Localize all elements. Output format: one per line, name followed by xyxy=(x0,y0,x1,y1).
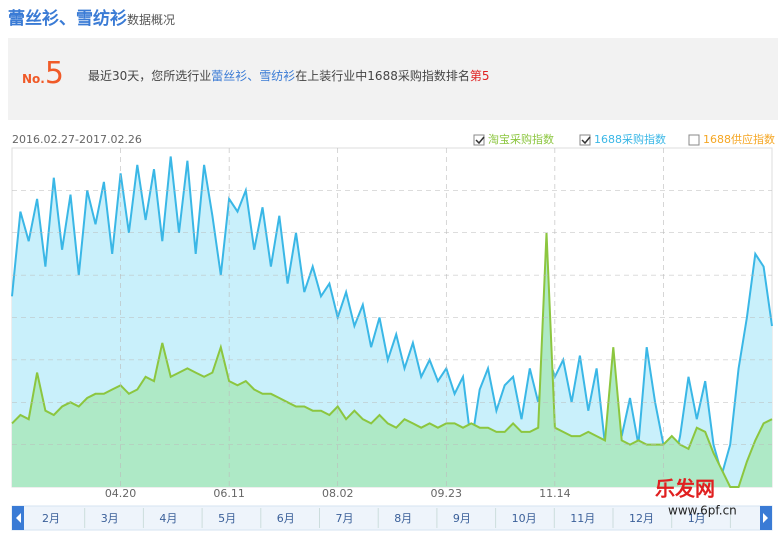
month-label[interactable]: 6月 xyxy=(277,512,295,525)
watermark-url: www.6pf.cn xyxy=(668,504,737,518)
month-label[interactable]: 11月 xyxy=(570,512,595,525)
month-label[interactable]: 8月 xyxy=(394,512,412,525)
month-label[interactable]: 10月 xyxy=(512,512,537,525)
watermark-brand: 乐发网 xyxy=(655,477,715,501)
legend-checkbox xyxy=(688,134,700,146)
line xyxy=(11,232,773,488)
text: 最近30天，您所选行业 xyxy=(88,69,212,83)
banner: No.5 最近30天，您所选行业蕾丝衫、雪纺衫在上装行业中1688采购指数排名第… xyxy=(8,38,778,120)
rank-number: 5 xyxy=(44,56,64,91)
text: 在上装行业中1688采购指数排名 xyxy=(295,69,470,83)
month-label[interactable]: 1月 xyxy=(688,512,706,525)
legend-checkbox xyxy=(473,134,485,146)
legend-label: 1688采购指数 xyxy=(594,132,666,146)
checkmark xyxy=(475,136,485,145)
month-label[interactable]: 7月 xyxy=(336,512,354,525)
nav-bar xyxy=(11,505,773,531)
month-label[interactable]: 12月 xyxy=(629,512,654,525)
legend-checkbox xyxy=(579,134,591,146)
x-tick-label: 08.02 xyxy=(322,487,354,500)
highlight: 蕾丝衫、雪纺衫 xyxy=(211,69,296,83)
month-label[interactable]: 3月 xyxy=(101,512,119,525)
area xyxy=(12,232,772,487)
month-label[interactable]: 2月 xyxy=(42,512,60,525)
banner-text: 最近30天，您所选行业蕾丝衫、雪纺衫在上装行业中1688采购指数排名第5 xyxy=(88,67,489,84)
month-label[interactable]: 4月 xyxy=(159,512,177,525)
legend-label: 1688供应指数 xyxy=(703,132,775,146)
x-tick-label: 09.23 xyxy=(431,487,463,500)
checkmark xyxy=(581,136,591,145)
title: 蕾丝衫、雪纺衫 xyxy=(8,9,127,29)
subtitle: 数据概况 xyxy=(127,13,176,27)
rank-prefix: No. xyxy=(22,72,45,86)
month-label[interactable]: 9月 xyxy=(453,512,471,525)
x-tick-label: 11.14 xyxy=(539,487,571,500)
rank-badge: No.5 xyxy=(22,56,64,91)
month-label[interactable]: 5月 xyxy=(218,512,236,525)
x-tick-label: 04.20 xyxy=(105,487,137,500)
arrow xyxy=(16,513,21,523)
date-range: 2016.02.27-2017.02.26 xyxy=(12,133,142,146)
legend-label: 淘宝采购指数 xyxy=(488,132,554,146)
header: 蕾丝衫、雪纺衫数据概况 xyxy=(8,4,175,29)
line xyxy=(11,156,773,478)
rank-text: 第5 xyxy=(469,69,490,83)
arrow xyxy=(763,513,768,523)
x-tick-label: 06.11 xyxy=(213,487,245,500)
